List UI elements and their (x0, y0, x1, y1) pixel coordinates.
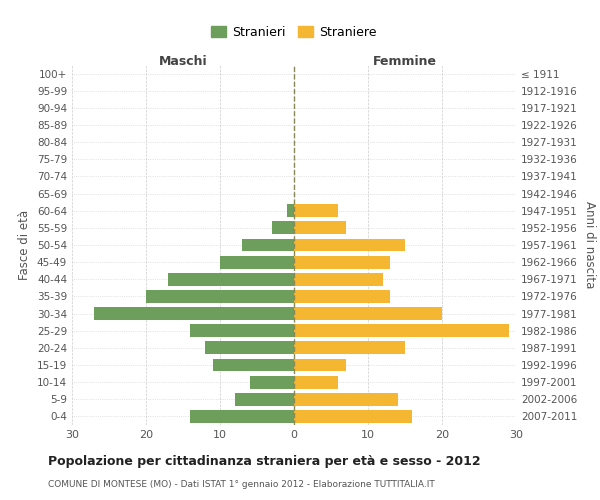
Bar (294, 222, 346, 234)
Bar (294, 204, 338, 217)
Bar (294, 410, 412, 423)
Bar (294, 256, 390, 268)
Text: Maschi: Maschi (158, 56, 208, 68)
Bar (235, 393, 294, 406)
Bar (220, 256, 294, 268)
Bar (94, 307, 294, 320)
Text: COMUNE DI MONTESE (MO) - Dati ISTAT 1° gennaio 2012 - Elaborazione TUTTITALIA.IT: COMUNE DI MONTESE (MO) - Dati ISTAT 1° g… (48, 480, 435, 489)
Bar (272, 222, 294, 234)
Text: Femmine: Femmine (373, 56, 437, 68)
Bar (212, 358, 294, 372)
Bar (294, 273, 383, 285)
Bar (168, 273, 294, 285)
Y-axis label: Fasce di età: Fasce di età (19, 210, 31, 280)
Bar (287, 204, 294, 217)
Bar (190, 324, 294, 337)
Bar (294, 307, 442, 320)
Bar (294, 342, 405, 354)
Bar (294, 238, 405, 252)
Legend: Stranieri, Straniere: Stranieri, Straniere (206, 21, 382, 44)
Bar (294, 376, 338, 388)
Bar (294, 290, 390, 303)
Bar (190, 410, 294, 423)
Bar (294, 358, 346, 372)
Bar (242, 238, 294, 252)
Bar (294, 324, 509, 337)
Text: Popolazione per cittadinanza straniera per età e sesso - 2012: Popolazione per cittadinanza straniera p… (48, 455, 481, 468)
Y-axis label: Anni di nascita: Anni di nascita (583, 202, 596, 288)
Bar (294, 393, 398, 406)
Bar (250, 376, 294, 388)
Bar (146, 290, 294, 303)
Bar (205, 342, 294, 354)
